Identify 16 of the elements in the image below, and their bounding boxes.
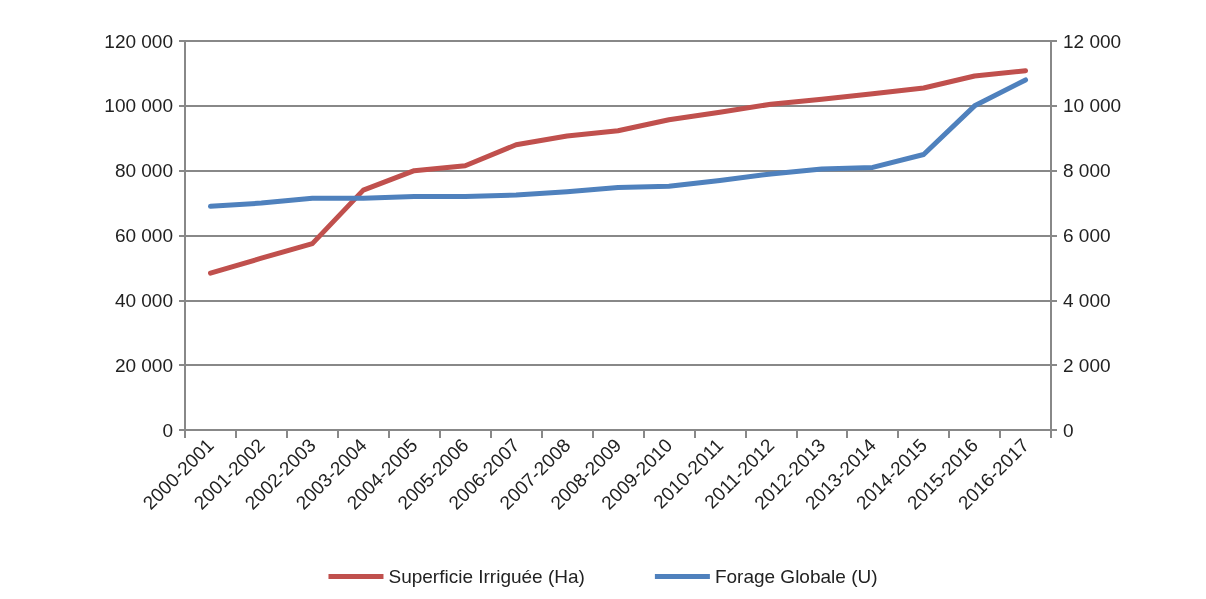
legend-label: Superficie Irriguée (Ha): [388, 566, 585, 587]
y-tick-label: 120 000: [104, 30, 173, 52]
y2-tick-label: 12 000: [1063, 30, 1122, 52]
y2-tick-label: 8 000: [1063, 160, 1111, 182]
y2-tick-label: 2 000: [1063, 354, 1111, 376]
legend-label: Forage Globale (U): [714, 566, 878, 587]
y-tick-label: 100 000: [104, 95, 173, 117]
y-tick-label: 80 000: [114, 160, 173, 182]
y2-tick-label: 4 000: [1063, 289, 1111, 311]
y2-tick-label: 6 000: [1063, 225, 1111, 246]
y-tick-label: 0: [162, 419, 173, 441]
y-tick-label: 40 000: [114, 289, 173, 311]
y-tick-label: 20 000: [114, 354, 173, 376]
y2-tick-label: 0: [1063, 419, 1074, 441]
y2-tick-label: 10 000: [1063, 95, 1122, 117]
y-tick-label: 60 000: [114, 225, 173, 246]
